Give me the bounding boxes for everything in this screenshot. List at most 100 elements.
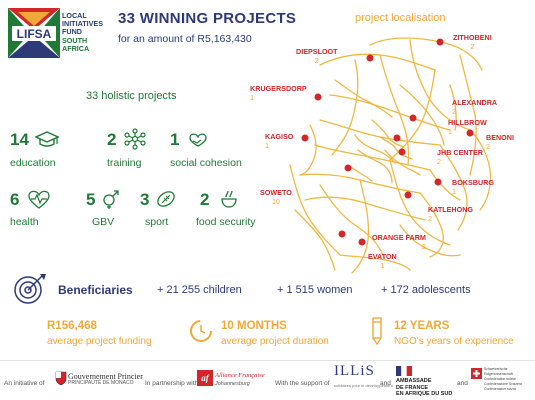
monaco-crest-icon — [55, 371, 67, 386]
gov-sub: PRINCIPAUTÉ DE MONACO — [68, 380, 134, 386]
dot-hillbrow[interactable] — [393, 134, 401, 142]
place-benoni: BENONI 2 — [486, 133, 514, 151]
place-count: 2 — [470, 42, 475, 51]
dot-katlehong[interactable] — [404, 191, 412, 199]
stat-label: health — [10, 216, 39, 228]
dot-diepsloot[interactable] — [366, 54, 374, 62]
illis-name: ILLiS — [334, 363, 375, 379]
dot-soweto[interactable] — [344, 164, 352, 172]
stat-social-cohesion: 1 — [170, 130, 179, 150]
place-evaton: EVATON 1 — [368, 252, 397, 270]
dot-zithobeni[interactable] — [436, 38, 444, 46]
dot-kagiso[interactable] — [301, 134, 309, 142]
dot-jhb-center[interactable] — [398, 148, 406, 156]
place-count: 1 — [265, 141, 269, 150]
road-network — [289, 37, 492, 274]
footer-initiative: An initiative of — [4, 380, 45, 387]
logo-emblem-text: LIFSA — [17, 27, 52, 41]
footer-partnership: In partnership with — [145, 380, 199, 387]
dot-boksburg[interactable] — [434, 178, 442, 186]
stat-value: 1 — [170, 130, 180, 149]
swiss-line: Confederaziun svizra — [484, 387, 516, 391]
footer-divider — [0, 360, 535, 361]
place-name: KRUGERSDORP — [250, 84, 307, 93]
place-name: HILLBROW — [448, 118, 487, 127]
place-orange-farm: ORANGE FARM 2 — [372, 233, 426, 251]
beneficiaries-children: + 21 255 children — [157, 284, 242, 296]
beneficiaries-adolescents: + 172 adolescents — [381, 284, 471, 296]
place-alexandra: ALEXANDRA 2 — [452, 98, 497, 116]
logo-country: SOUTH — [62, 35, 88, 45]
place-count: 2 — [428, 214, 432, 223]
place-count: 2 — [452, 107, 456, 116]
stat-value: 2 — [107, 130, 117, 149]
footer-government: Gouvernement Princier PRINCIPAUTÉ DE MON… — [68, 373, 143, 387]
swiss-line: Confederazione Svizzera — [484, 382, 522, 386]
place-count: 2 — [314, 56, 319, 65]
place-name: ORANGE FARM — [372, 233, 426, 242]
stat-label: food security — [196, 216, 256, 228]
stat-value: 5 — [86, 190, 96, 209]
stat-sport: 3 — [140, 190, 149, 210]
illis-sub: solidaires pour le développement — [334, 383, 393, 388]
place-name: ZITHOBENI — [453, 33, 492, 42]
stat-training: 2 — [107, 130, 116, 150]
place-name: SOWETO — [260, 188, 292, 197]
highlight-label: NGO's years of experience — [394, 336, 514, 347]
place-name: BENONI — [486, 133, 514, 142]
stat-education: 14 — [10, 130, 29, 150]
football-icon — [157, 191, 175, 207]
highlight-value: R156,468 — [47, 320, 97, 332]
swiss-line: Confédération suisse — [484, 377, 516, 381]
place-name: KAGISO — [265, 132, 294, 141]
stat-food-security: 2 — [200, 190, 209, 210]
af-logo-icon: af — [197, 370, 213, 386]
gender-icon — [103, 190, 119, 209]
logo-country: AFRICA — [62, 43, 90, 53]
footer-illis: ILLiS solidaires pour le développement — [334, 363, 393, 391]
johannesburg-map — [289, 37, 492, 274]
dot-benoni[interactable] — [466, 129, 474, 137]
swiss-line: Schweizerische Eidgenossenschaft — [484, 367, 513, 376]
logo-line: LOCAL — [62, 11, 87, 20]
highlight-value: 12 YEARS — [394, 320, 450, 332]
handshake-heart-icon — [189, 133, 207, 147]
swiss-flag-icon — [471, 368, 482, 379]
footer-support: With the support of — [275, 380, 330, 387]
beneficiaries-label: Beneficiaries — [58, 283, 133, 297]
target-icon — [14, 274, 46, 304]
dot-orange-farm[interactable] — [338, 230, 346, 238]
place-count: 2 — [486, 142, 490, 151]
place-zithobeni: ZITHOBENI 2 — [453, 33, 492, 51]
stat-value: 2 — [200, 190, 210, 209]
place-name: ALEXANDRA — [452, 98, 498, 107]
food-icon — [221, 190, 237, 208]
highlight-label: average project duration — [221, 336, 329, 347]
stat-value: 14 — [10, 130, 29, 149]
dot-evaton[interactable] — [358, 238, 366, 246]
place-kagiso: KAGISO 1 — [265, 132, 293, 150]
logo-text: LOCAL INITIATIVES FUND SOUTH AFRICA — [62, 11, 103, 53]
embassy-line: DE FRANCE — [396, 384, 429, 391]
stat-label: GBV — [92, 216, 115, 228]
place-katlehong: KATLEHONG 2 — [428, 205, 473, 223]
stat-health: 6 — [10, 190, 19, 210]
af-city: Johannesburg — [215, 381, 250, 387]
dot-krugersdorp[interactable] — [314, 93, 322, 101]
highlight-value: 10 MONTHS — [221, 320, 287, 332]
network-icon — [124, 128, 146, 150]
place-count: 1 — [452, 187, 456, 196]
footer-and: and — [380, 380, 391, 387]
location-dots — [301, 38, 474, 246]
place-name: DIEPSLOOT — [296, 47, 338, 56]
place-boksburg: BOKSBURG 1 — [452, 178, 494, 196]
holistic-label: 33 holistic projects — [86, 90, 177, 102]
logo-line: INITIATIVES — [62, 19, 103, 29]
beneficiaries-women: + 1 515 women — [277, 284, 353, 296]
footer-alliance: Alliance Française Johannesburg — [215, 372, 265, 388]
dot-alexandra[interactable] — [409, 114, 417, 122]
logo-line: FUND — [62, 27, 82, 37]
af-name: Alliance Française — [215, 372, 265, 379]
stat-label: education — [10, 157, 56, 169]
footer-swiss: Schweizerische Eidgenossenschaft Confédé… — [484, 367, 535, 392]
